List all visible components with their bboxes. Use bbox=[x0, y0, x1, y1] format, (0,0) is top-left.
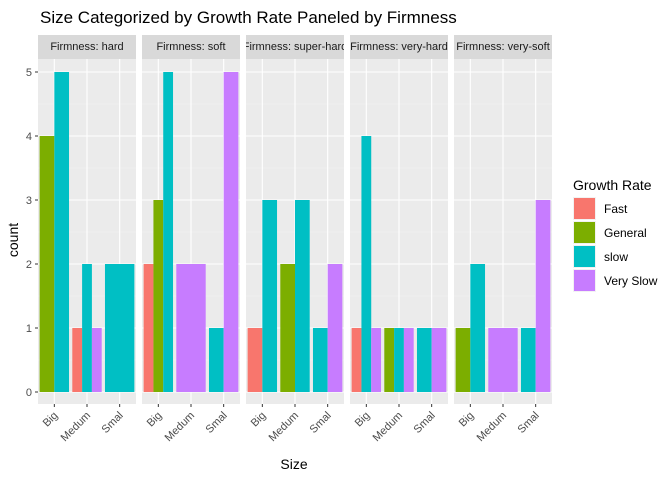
bar-general bbox=[153, 200, 164, 392]
y-axis-title: count bbox=[5, 223, 21, 257]
x-tick-label: Medum bbox=[267, 410, 301, 444]
x-tick-label: Big bbox=[353, 410, 373, 430]
x-tick-label: Smal bbox=[308, 410, 334, 436]
x-tick-label: Smal bbox=[204, 410, 230, 436]
x-tick-label: Smal bbox=[100, 410, 126, 436]
bar-very-slow bbox=[327, 264, 343, 392]
bar-fast bbox=[72, 328, 83, 392]
bar-slow bbox=[520, 328, 536, 392]
legend-label: Fast bbox=[604, 202, 628, 216]
x-tick-label: Medum bbox=[371, 410, 405, 444]
bar-fast bbox=[351, 328, 362, 392]
bar-slow bbox=[208, 328, 224, 392]
y-tick-label: 0 bbox=[26, 387, 32, 399]
x-tick-label: Medum bbox=[475, 410, 509, 444]
bar-slow bbox=[163, 72, 174, 392]
x-tick-label: Big bbox=[457, 410, 477, 430]
legend-label: slow bbox=[604, 250, 628, 264]
bar-slow bbox=[54, 72, 70, 392]
bar-very-slow bbox=[223, 72, 239, 392]
bar-very-slow bbox=[535, 200, 551, 392]
chart-title: Size Categorized by Growth Rate Paneled … bbox=[40, 8, 457, 27]
facet-strip bbox=[142, 35, 240, 59]
x-tick-label: Smal bbox=[412, 410, 438, 436]
legend: Growth Rate Fast General slow Very Slow bbox=[573, 177, 658, 292]
y-axis: 0 1 2 3 4 5 bbox=[26, 67, 38, 399]
legend-swatch-fast bbox=[574, 198, 595, 219]
facet-strip-label: Firmness: super-hard bbox=[243, 41, 348, 53]
bar-slow bbox=[312, 328, 328, 392]
x-tick-label: Big bbox=[145, 410, 165, 430]
legend-swatch-slow bbox=[574, 246, 595, 267]
bar-very-slow bbox=[403, 328, 414, 392]
bar-slow bbox=[82, 264, 92, 392]
facet-strip-label: Firmness: very-soft bbox=[456, 41, 550, 53]
bar-fast bbox=[247, 328, 263, 392]
bar-slow bbox=[394, 328, 404, 392]
x-axis-title: Size bbox=[280, 456, 307, 472]
y-tick-label: 1 bbox=[26, 323, 32, 335]
bar-general bbox=[455, 328, 471, 392]
x-tick-label: Big bbox=[249, 410, 269, 430]
bar-very-slow bbox=[91, 328, 102, 392]
bar-very-slow bbox=[176, 264, 206, 392]
facet-strip-label: Firmness: soft bbox=[156, 41, 225, 53]
bar-very-slow bbox=[488, 328, 518, 392]
bar-general bbox=[280, 264, 295, 392]
bar-slow bbox=[470, 264, 486, 392]
facet-strip bbox=[454, 35, 552, 59]
bar-slow bbox=[361, 136, 372, 392]
legend-title: Growth Rate bbox=[573, 177, 652, 193]
bar-fast bbox=[143, 264, 154, 392]
y-tick-label: 3 bbox=[26, 195, 32, 207]
bar-slow bbox=[295, 200, 310, 392]
bar-slow bbox=[104, 264, 135, 392]
bar-slow bbox=[416, 328, 432, 392]
x-tick-label: Big bbox=[41, 410, 61, 430]
bar-slow bbox=[262, 200, 278, 392]
x-tick-label: Smal bbox=[516, 410, 542, 436]
y-tick-label: 4 bbox=[26, 131, 32, 143]
legend-swatch-very-slow bbox=[574, 270, 595, 291]
legend-label: Very Slow bbox=[604, 274, 658, 288]
bar-general bbox=[384, 328, 395, 392]
facet-strip-label: Firmness: very-hard bbox=[350, 41, 448, 53]
facet-strip bbox=[350, 35, 448, 59]
facet-strip-label: Firmness: hard bbox=[50, 41, 123, 53]
bar-very-slow bbox=[371, 328, 382, 392]
legend-swatch-general bbox=[574, 222, 595, 243]
x-tick-label: Medum bbox=[59, 410, 93, 444]
facet-strip bbox=[38, 35, 136, 59]
bar-general bbox=[39, 136, 55, 392]
legend-label: General bbox=[604, 226, 647, 240]
y-tick-label: 5 bbox=[26, 67, 32, 79]
y-tick-label: 2 bbox=[26, 259, 32, 271]
x-tick-label: Medum bbox=[163, 410, 197, 444]
bar-very-slow bbox=[431, 328, 447, 392]
facet-strip bbox=[246, 35, 344, 59]
